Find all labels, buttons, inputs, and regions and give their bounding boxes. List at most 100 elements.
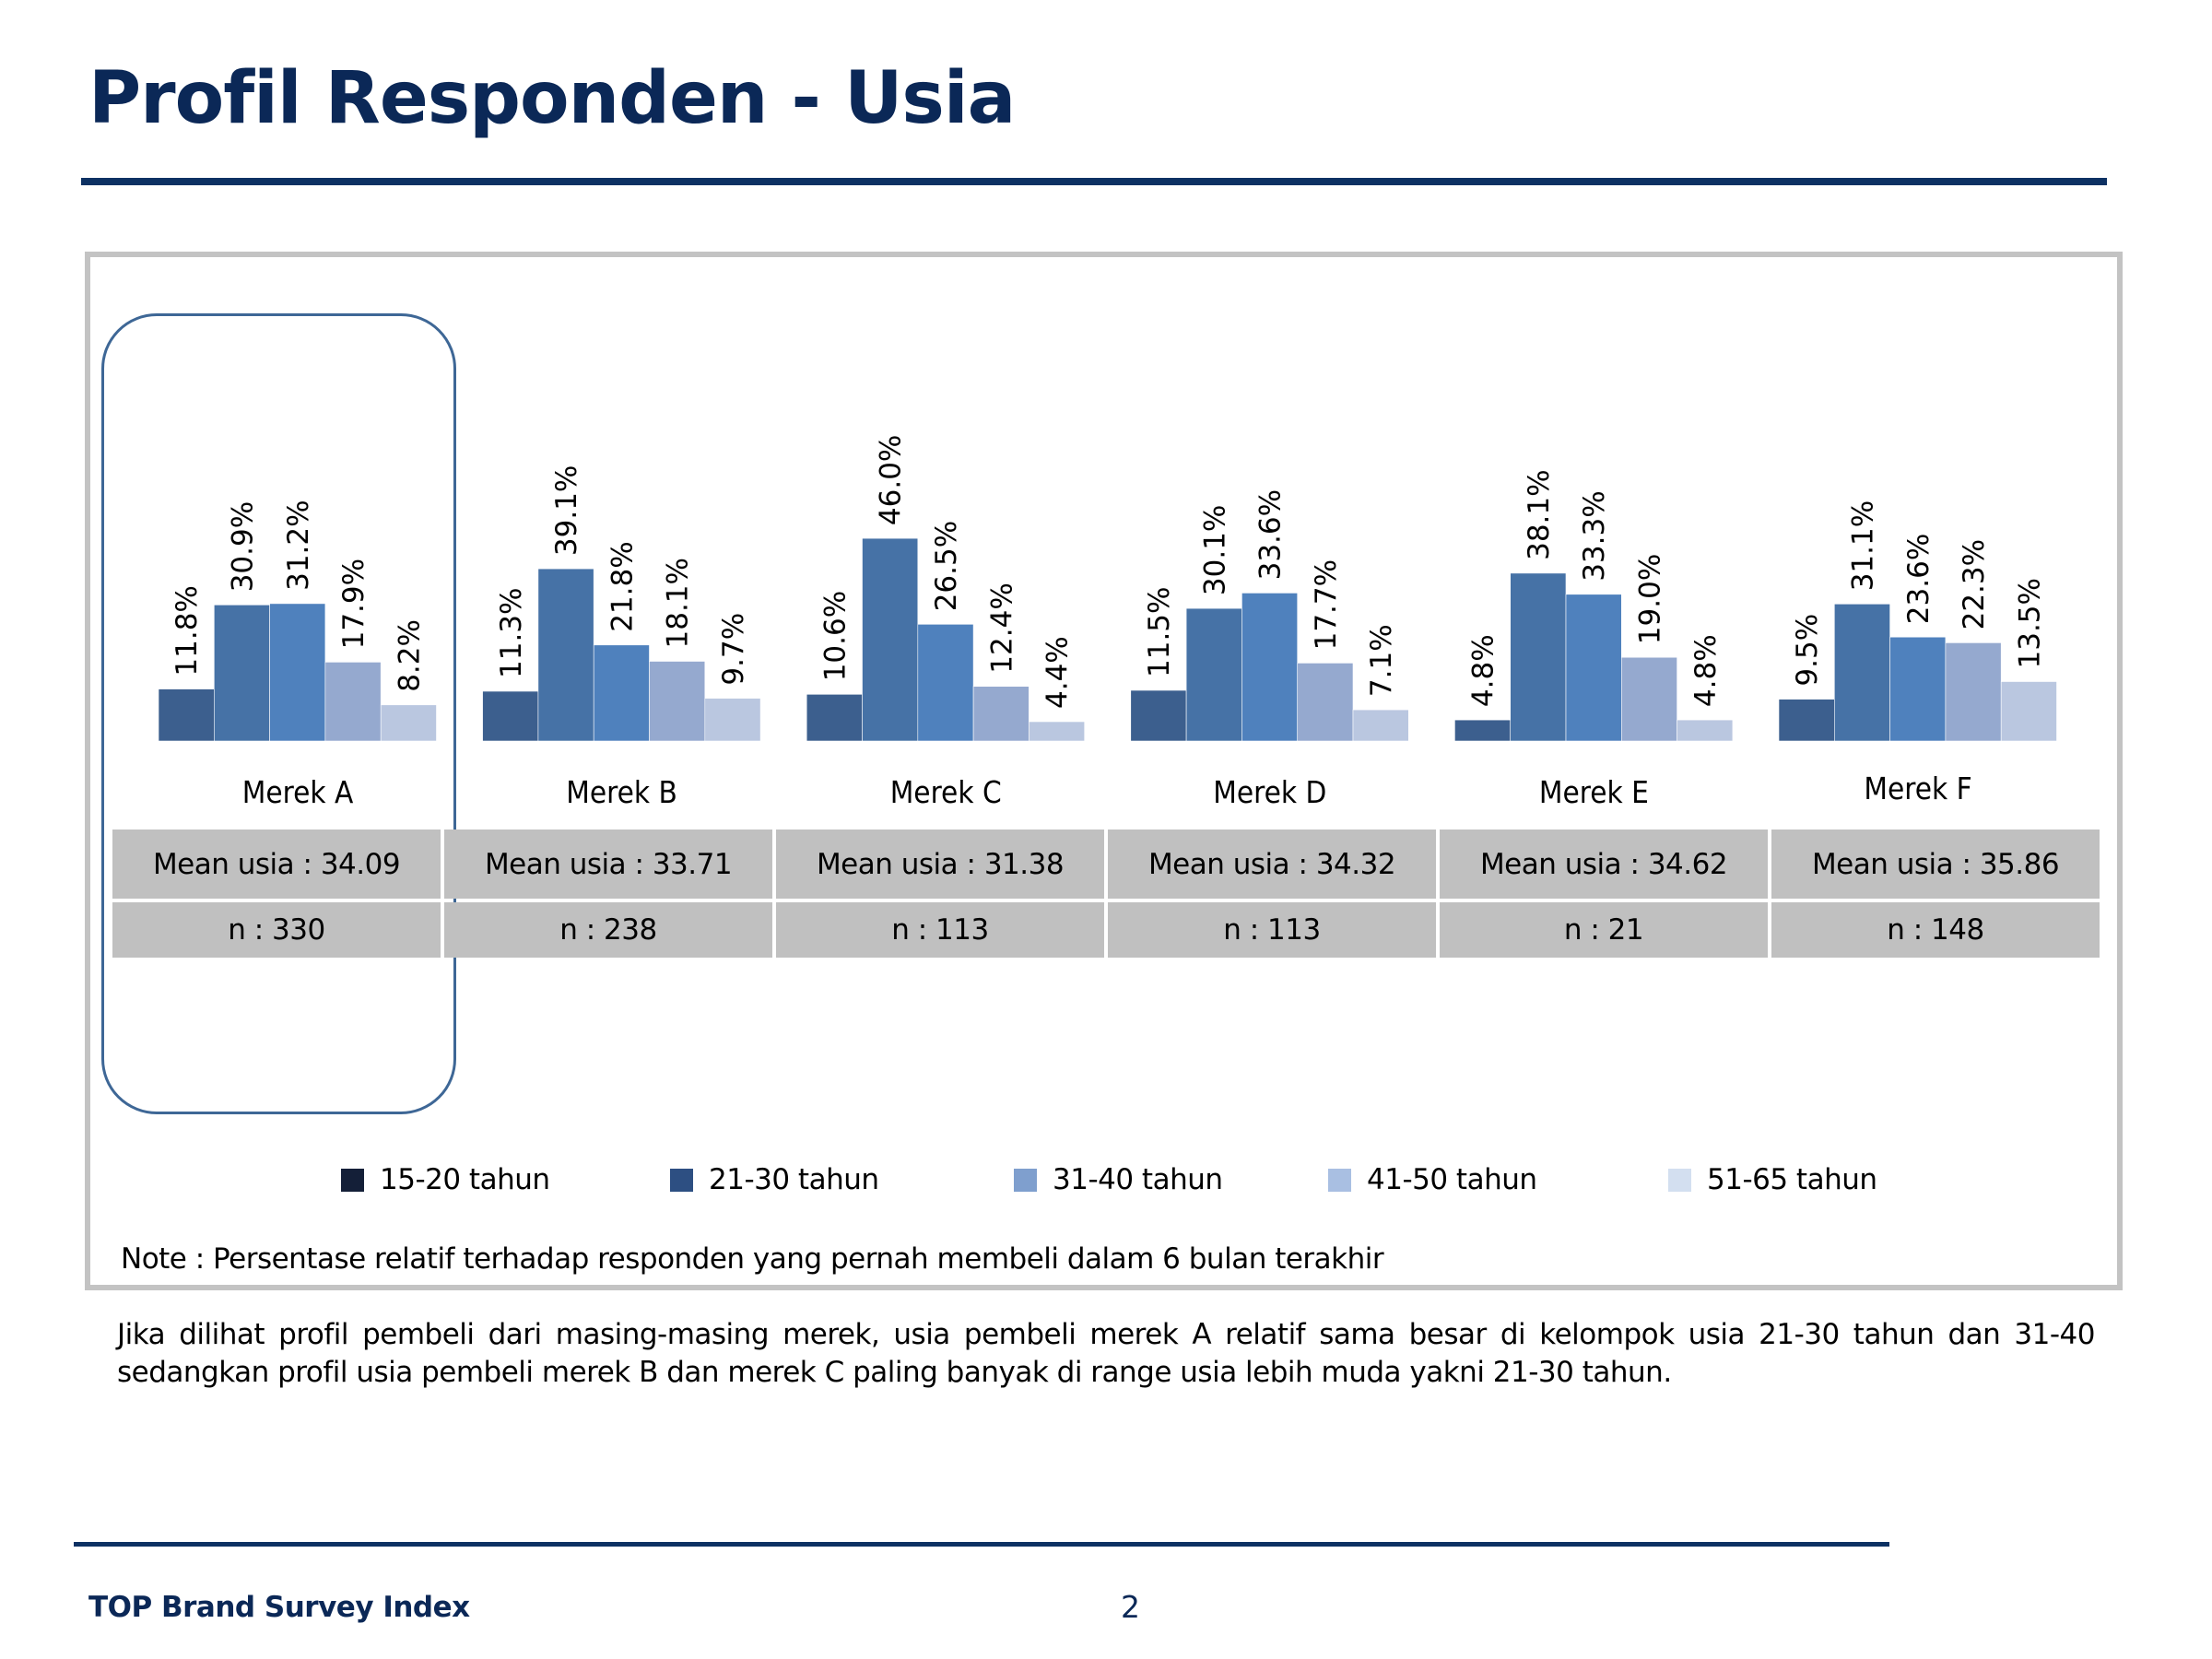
bar-merek-c-41-50-tahun bbox=[972, 686, 1030, 742]
data-label: 38.1% bbox=[1523, 469, 1556, 559]
page-number: 2 bbox=[1121, 1589, 1140, 1625]
data-label: 4.8% bbox=[1689, 634, 1723, 707]
mean-age-cell: Mean usia : 34.32 bbox=[1108, 830, 1436, 899]
sample-size-cell: n : 21 bbox=[1440, 902, 1768, 958]
bar-merek-b-31-40-tahun bbox=[593, 644, 650, 742]
title-divider bbox=[81, 178, 2107, 185]
bar-merek-d-41-50-tahun bbox=[1297, 663, 1354, 742]
data-label: 17.9% bbox=[337, 559, 371, 649]
legend-swatch-icon bbox=[670, 1168, 693, 1192]
legend-swatch-icon bbox=[1014, 1168, 1037, 1192]
data-label: 18.1% bbox=[662, 558, 695, 648]
bar-merek-f-15-20-tahun bbox=[1778, 699, 1835, 742]
legend-label: 41-50 tahun bbox=[1367, 1163, 1537, 1196]
data-label: 4.8% bbox=[1467, 634, 1500, 707]
mean-age-cell: Mean usia : 33.71 bbox=[444, 830, 772, 899]
category-label: Merek C bbox=[889, 774, 1002, 810]
summary-paragraph: Jika dilihat profil pembeli dari masing-… bbox=[117, 1318, 2096, 1389]
chart-legend: 15-20 tahun 21-30 tahun 31-40 tahun 41-50 t… bbox=[0, 1163, 2212, 1196]
data-label: 46.0% bbox=[875, 435, 908, 525]
bar-merek-b-15-20-tahun bbox=[482, 690, 539, 742]
bar-merek-c-51-65-tahun bbox=[1029, 721, 1086, 742]
category-label: Merek D bbox=[1213, 774, 1327, 810]
footer-divider bbox=[74, 1542, 1889, 1547]
sample-size-cell: n : 113 bbox=[1108, 902, 1436, 958]
bar-merek-a-31-40-tahun bbox=[269, 603, 326, 742]
legend-label: 15-20 tahun bbox=[380, 1163, 550, 1196]
data-label: 31.2% bbox=[282, 500, 315, 590]
bar-merek-d-31-40-tahun bbox=[1241, 593, 1299, 742]
sample-size-cell: n : 330 bbox=[112, 902, 441, 958]
data-label: 26.5% bbox=[930, 521, 963, 611]
mean-age-cell: Mean usia : 35.86 bbox=[1771, 830, 2100, 899]
data-label: 12.4% bbox=[985, 582, 1018, 673]
bar-merek-e-21-30-tahun bbox=[1510, 572, 1567, 742]
bar-merek-c-31-40-tahun bbox=[917, 623, 974, 742]
bar-merek-c-21-30-tahun bbox=[862, 537, 919, 742]
bars-layer bbox=[158, 537, 2057, 742]
highlight-box-merek-a bbox=[101, 313, 456, 1114]
legend-label: 21-30 tahun bbox=[709, 1163, 879, 1196]
bar-merek-b-21-30-tahun bbox=[537, 568, 594, 742]
bar-merek-d-21-30-tahun bbox=[1185, 607, 1242, 742]
category-label: Merek F bbox=[1864, 771, 1972, 806]
bar-merek-e-15-20-tahun bbox=[1454, 719, 1512, 742]
sample-size-cell: n : 113 bbox=[776, 902, 1104, 958]
bar-merek-d-51-65-tahun bbox=[1352, 709, 1409, 742]
chart-frame bbox=[85, 252, 2123, 1290]
data-label: 8.2% bbox=[393, 619, 426, 692]
mean-age-row: Mean usia : 34.09 Mean usia : 33.71 Mean u… bbox=[112, 830, 2100, 899]
category-label: Merek B bbox=[566, 774, 677, 810]
category-label: Merek E bbox=[1538, 774, 1649, 810]
data-labels-layer: 11.8% 30.9% 31.2% 17.9% 8.2% 11.3% 39.1% 21.8% 1… bbox=[171, 435, 2046, 709]
data-label: 11.8% bbox=[171, 585, 204, 676]
data-label: 30.9% bbox=[226, 501, 259, 592]
category-label: Merek A bbox=[241, 774, 354, 810]
data-label: 7.1% bbox=[1365, 624, 1398, 697]
data-label: 4.4% bbox=[1041, 636, 1075, 709]
data-label: 9.5% bbox=[1791, 614, 1824, 687]
data-label: 33.6% bbox=[1254, 489, 1288, 580]
bar-merek-e-51-65-tahun bbox=[1677, 719, 1734, 742]
legend-item: 15-20 tahun bbox=[341, 1163, 550, 1196]
bar-merek-a-41-50-tahun bbox=[324, 662, 382, 742]
data-label: 10.6% bbox=[818, 591, 852, 681]
sample-size-cell: n : 148 bbox=[1771, 902, 2100, 958]
bar-merek-b-51-65-tahun bbox=[704, 698, 761, 742]
legend-item: 31-40 tahun bbox=[1014, 1163, 1223, 1196]
bar-merek-d-15-20-tahun bbox=[1130, 689, 1187, 742]
data-label: 30.1% bbox=[1198, 505, 1231, 595]
data-label: 21.8% bbox=[606, 541, 639, 631]
data-label: 19.0% bbox=[1634, 554, 1667, 644]
legend-swatch-icon bbox=[1328, 1168, 1351, 1192]
mean-age-cell: Mean usia : 34.62 bbox=[1440, 830, 1768, 899]
footer-brand: TOP Brand Survey Index bbox=[88, 1591, 470, 1624]
data-label: 17.7% bbox=[1310, 559, 1343, 650]
data-label: 11.5% bbox=[1143, 587, 1176, 677]
bar-merek-f-41-50-tahun bbox=[1945, 642, 2002, 742]
bar-merek-a-15-20-tahun bbox=[158, 688, 215, 742]
legend-item: 41-50 tahun bbox=[1328, 1163, 1537, 1196]
bar-merek-f-51-65-tahun bbox=[2000, 681, 2057, 742]
mean-age-cell: Mean usia : 31.38 bbox=[776, 830, 1104, 899]
bar-merek-f-21-30-tahun bbox=[1834, 603, 1890, 742]
legend-label: 51-65 tahun bbox=[1707, 1163, 1877, 1196]
data-label: 11.3% bbox=[495, 588, 528, 678]
sample-size-row: n : 330 n : 238 n : 113 n : 113 n : 21 n : 14… bbox=[112, 902, 2100, 958]
bar-merek-e-31-40-tahun bbox=[1565, 594, 1622, 742]
data-label: 31.1% bbox=[1847, 500, 1880, 591]
legend-swatch-icon bbox=[341, 1168, 364, 1192]
bar-merek-c-15-20-tahun bbox=[806, 693, 863, 742]
bar-merek-f-31-40-tahun bbox=[1889, 636, 1947, 742]
bar-merek-a-51-65-tahun bbox=[380, 704, 437, 742]
chart-note: Note : Persentase relatif terhadap respo… bbox=[121, 1242, 1384, 1276]
data-label: 23.6% bbox=[1902, 534, 1936, 624]
legend-item: 21-30 tahun bbox=[670, 1163, 879, 1196]
data-label: 22.3% bbox=[1958, 539, 1991, 629]
mean-age-cell: Mean usia : 34.09 bbox=[112, 830, 441, 899]
legend-swatch-icon bbox=[1668, 1168, 1691, 1192]
data-label: 9.7% bbox=[717, 613, 750, 686]
legend-item: 51-65 tahun bbox=[1668, 1163, 1877, 1196]
bar-merek-b-41-50-tahun bbox=[649, 661, 706, 742]
